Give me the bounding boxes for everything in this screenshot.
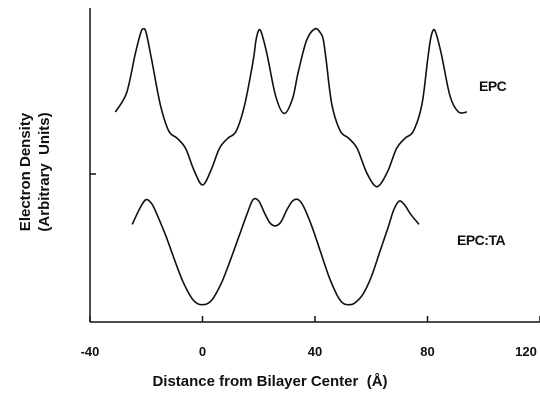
axes: [89, 8, 540, 323]
x-tick-label-1: 0: [199, 344, 206, 359]
x-tick-label-0: -40: [81, 344, 100, 359]
series-line-epc-ta: [131, 197, 420, 306]
x-ticks: [89, 316, 540, 322]
x-tick-label-4: 120: [515, 344, 537, 359]
series-lines: [114, 27, 468, 306]
y-axis-title-line-1: Electron Density: [17, 112, 34, 231]
x-tick-label-3: 80: [420, 344, 434, 359]
y-axis-title-line-2: (Arbitrary Units): [36, 112, 53, 231]
series-line-epc: [114, 27, 468, 188]
x-axis-title: Distance from Bilayer Center (Å): [152, 373, 387, 390]
series-label-epc: EPC: [479, 78, 507, 94]
y-axis-title: Electron Density (Arbitrary Units): [17, 112, 53, 231]
series-label-epc-ta: EPC:TA: [457, 232, 505, 248]
x-tick-labels: -40 0 40 80 120: [81, 344, 537, 359]
x-tick-label-2: 40: [308, 344, 322, 359]
